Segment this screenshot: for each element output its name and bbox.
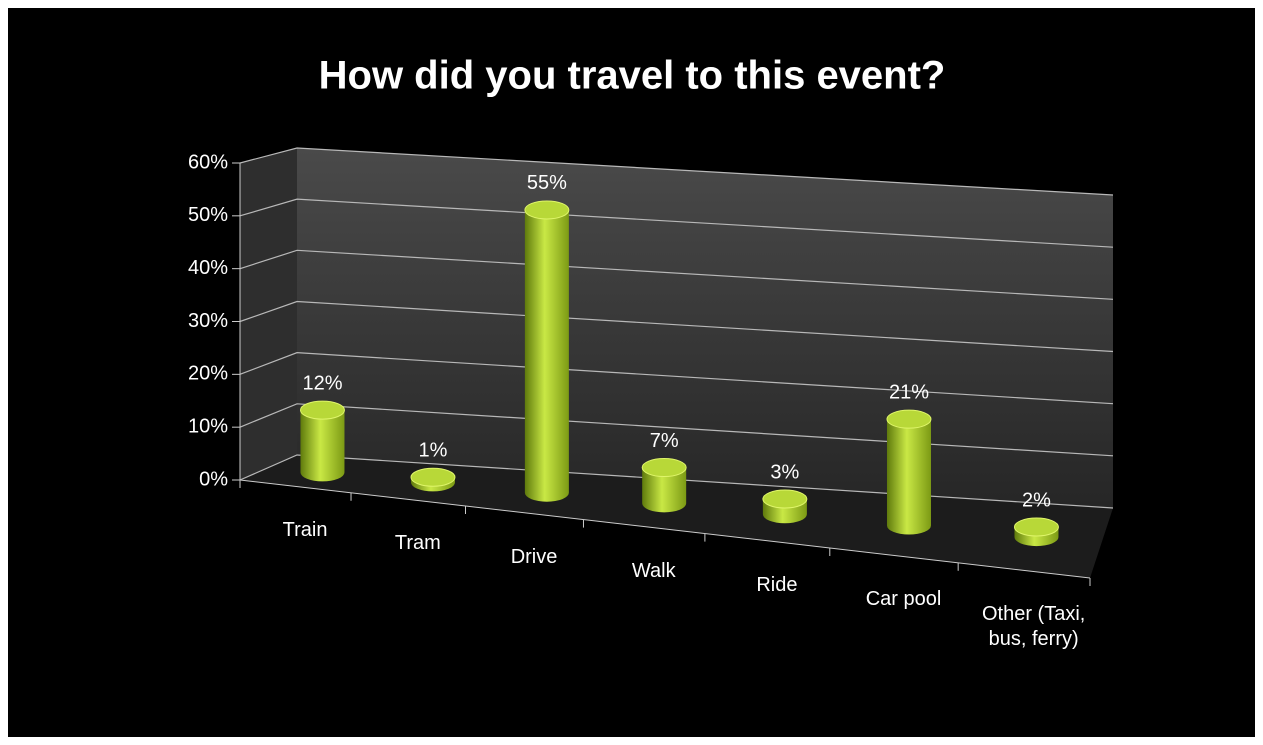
- x-tick-label: Ride: [756, 573, 798, 596]
- bar: [642, 467, 687, 513]
- value-label: 7%: [650, 430, 679, 452]
- value-label: 2%: [1022, 489, 1051, 511]
- x-tick-label: Train: [282, 519, 328, 542]
- grid-line: [239, 198, 1114, 248]
- y-tick-label: 20%: [188, 363, 228, 385]
- bar: [886, 419, 931, 535]
- bar-top: [886, 409, 932, 429]
- x-tick-label: Drive: [510, 545, 558, 568]
- grid-line: [239, 300, 1114, 353]
- side-wall: [240, 148, 297, 480]
- x-tick-label: Car pool: [865, 588, 942, 611]
- x-tick-label: Other (Taxi, bus, ferry): [981, 603, 1086, 651]
- bar: [1014, 527, 1059, 547]
- bar-top: [762, 489, 808, 509]
- x-tick-label: Tram: [394, 532, 441, 555]
- floor: [240, 455, 1113, 578]
- bar-top: [299, 400, 345, 420]
- bar-top: [524, 200, 570, 220]
- y-tick-label: 40%: [188, 257, 228, 279]
- bar: [524, 209, 569, 502]
- bar-top: [410, 467, 456, 487]
- y-tick-label: 50%: [188, 204, 228, 226]
- value-label: 12%: [302, 372, 342, 394]
- y-tick-label: 10%: [188, 415, 228, 437]
- bar-top: [641, 458, 687, 478]
- x-axis: [239, 479, 1091, 579]
- y-tick-label: 60%: [188, 151, 228, 173]
- bar: [300, 410, 345, 482]
- grid-line: [239, 403, 1114, 457]
- grid-line: [239, 454, 1114, 509]
- bar-top: [1013, 517, 1059, 537]
- x-tick-label: Walk: [631, 559, 676, 582]
- grid-line: [239, 352, 1114, 405]
- bar: [762, 499, 807, 524]
- value-label: 1%: [419, 440, 448, 462]
- grid-line: [239, 147, 1114, 196]
- value-label: 21%: [889, 381, 929, 403]
- value-label: 3%: [770, 461, 799, 483]
- y-tick-label: 0%: [199, 468, 228, 490]
- y-tick-label: 30%: [188, 310, 228, 332]
- chart-title: How did you travel to this event?: [319, 54, 946, 98]
- value-label: 55%: [527, 172, 567, 194]
- bar: [410, 477, 455, 492]
- grid-line: [239, 249, 1114, 300]
